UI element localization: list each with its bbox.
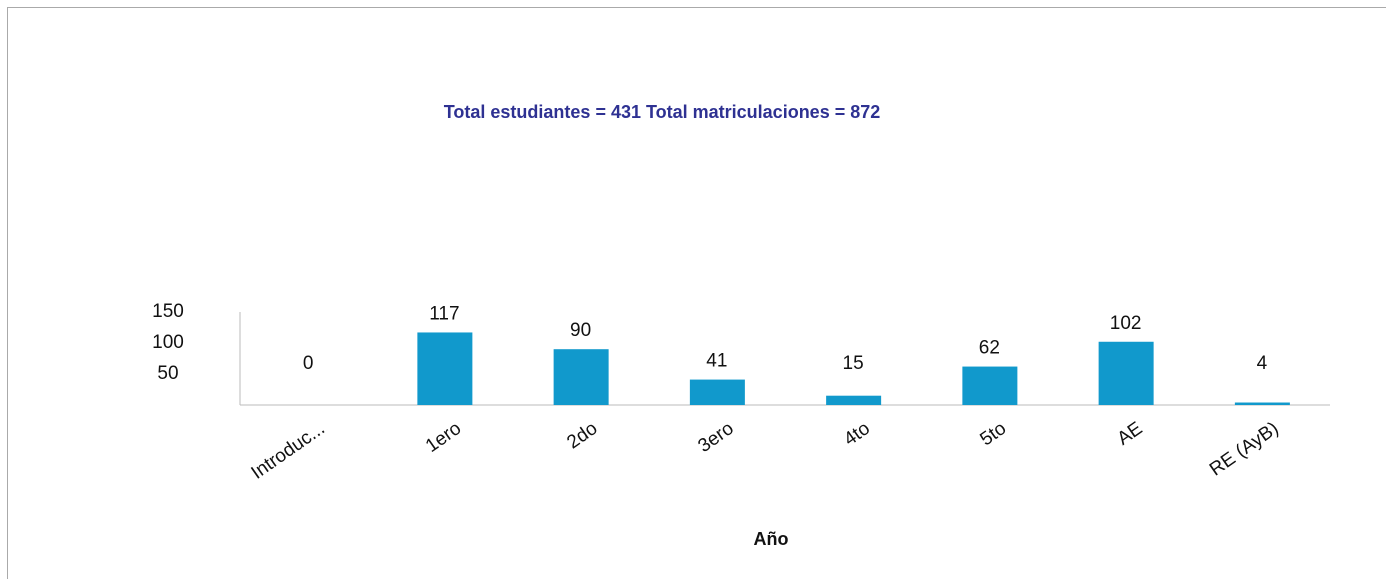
chart-title: Total estudiantes = 431 Total matriculac… bbox=[444, 102, 881, 122]
bar bbox=[962, 366, 1018, 405]
data-label: 41 bbox=[706, 351, 727, 372]
chart-frame bbox=[7, 7, 1386, 579]
data-label: 4 bbox=[1257, 353, 1268, 374]
data-label: 90 bbox=[570, 320, 591, 341]
x-axis-title: Año bbox=[754, 529, 789, 549]
bar bbox=[689, 379, 745, 405]
bar bbox=[1234, 402, 1290, 405]
bar bbox=[1098, 341, 1154, 405]
data-label: 117 bbox=[429, 303, 459, 324]
data-label: 102 bbox=[1110, 313, 1142, 334]
y-tick-label: 50 bbox=[157, 363, 178, 384]
data-label: 62 bbox=[979, 338, 1000, 359]
data-label: 0 bbox=[303, 353, 314, 374]
bar bbox=[826, 395, 882, 405]
bar bbox=[417, 332, 473, 405]
data-label: 15 bbox=[843, 353, 864, 374]
y-tick-label: 100 bbox=[152, 332, 184, 353]
bar bbox=[553, 349, 609, 405]
y-tick-label: 150 bbox=[152, 301, 184, 322]
